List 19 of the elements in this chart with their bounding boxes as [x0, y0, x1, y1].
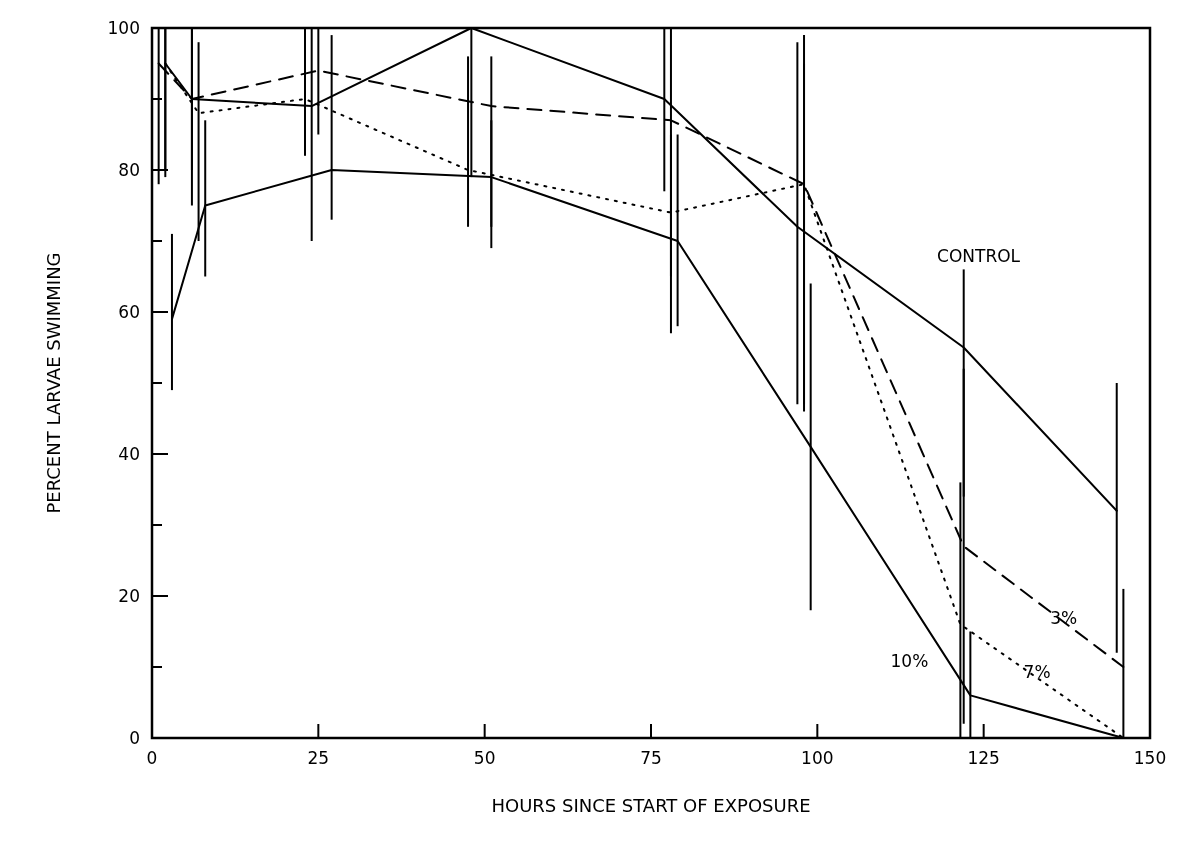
- y-tick-label: 20: [118, 586, 140, 606]
- y-tick-label: 80: [118, 160, 140, 180]
- x-tick-label: 75: [640, 748, 662, 768]
- y-tick-label: 0: [129, 728, 140, 748]
- y-axis-title: PERCENT LARVAE SWIMMING: [43, 252, 64, 514]
- series-label: 10%: [890, 651, 929, 671]
- x-tick-label: 50: [473, 748, 496, 768]
- series-label: 7%: [1023, 661, 1051, 682]
- y-tick-label: 100: [107, 18, 140, 38]
- x-tick-label: 100: [801, 748, 834, 768]
- y-tick-label: 40: [118, 444, 140, 464]
- x-tick-label: 125: [967, 748, 1000, 768]
- text: CONTROL: [937, 246, 1021, 267]
- x-tick-label: 150: [1133, 748, 1167, 768]
- series-label: 3%: [1050, 608, 1078, 629]
- x-axis-title: HOURS SINCE START OF EXPOSURE: [491, 795, 811, 816]
- x-tick-label: 0: [146, 748, 158, 768]
- x-tick-label: 25: [307, 748, 330, 768]
- y-tick-label: 60: [118, 302, 140, 322]
